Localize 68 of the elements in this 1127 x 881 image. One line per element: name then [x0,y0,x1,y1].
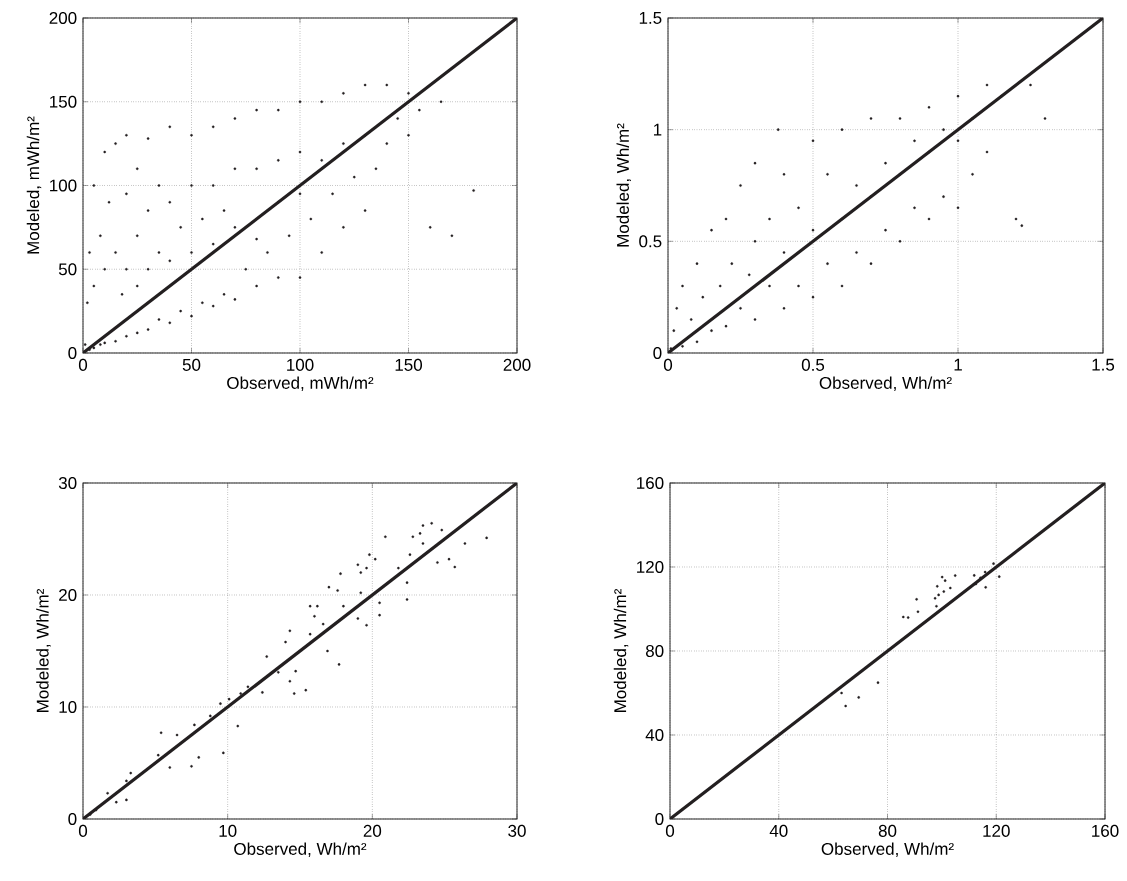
x-tick-label: 0 [78,358,88,371]
x-tick-label: 0 [665,824,675,837]
x-tick-label: 50 [182,358,201,371]
y-tick-label: 1.5 [639,12,662,24]
x-tick-label: 120 [983,824,1010,837]
x-axis-title: Observed, Wh/m² [821,842,954,857]
y-axis-title: Modeled, mWh/m² [26,116,42,254]
x-tick-label: 20 [363,824,382,837]
x-tick-label: 100 [287,358,314,371]
y-axis-title: Modeled, Wh/m² [613,589,629,712]
x-tick-label: 160 [1092,824,1119,837]
y-tick-label: 150 [50,95,77,108]
x-tick-label: 0.5 [801,358,825,371]
x-tick-label: 200 [503,358,531,371]
y-tick-label: 80 [645,644,664,658]
point [915,598,918,601]
point [933,596,937,600]
x-tick-label: 40 [769,824,788,837]
x-tick-label: 10 [219,824,237,837]
y-tick-label: 1 [653,123,662,136]
point [901,615,905,619]
y-tick-label: 20 [59,588,77,602]
x-tick-label: 0 [663,358,673,371]
x-tick-label: 30 [508,824,526,837]
x-axis-title: Observed, Wh/m² [234,842,367,857]
x-axis-title: Observed, mWh/m² [227,376,374,391]
y-tick-label: 160 [637,476,664,490]
x-tick-label: 1.5 [1092,358,1115,371]
x-tick-label: 80 [878,824,897,837]
point [972,574,976,577]
point [940,575,944,579]
y-tick-label: 0 [68,346,77,360]
y-tick-label: 0 [655,812,664,826]
y-tick-label: 0 [653,346,662,360]
point [953,574,957,577]
y-tick-label: 40 [645,728,664,742]
point [983,570,987,574]
point [949,586,952,590]
y-axis-title: Modeled, Wh/m² [616,123,631,247]
y-axis-title: Modeled, Wh/m² [36,589,51,712]
point [997,575,1001,578]
point [937,593,940,597]
point [916,610,920,614]
y-tick-label: 10 [59,700,77,714]
y-tick-label: 0.5 [639,235,662,248]
point [942,590,946,593]
y-tick-label: 100 [50,179,77,192]
y-tick-label: 0 [68,812,77,826]
x-tick-label: 1 [954,358,962,371]
point [857,696,860,699]
point [844,704,847,708]
y-tick-label: 200 [49,11,77,25]
x-axis-title: Observed, Wh/m² [819,376,952,391]
x-tick-label: 150 [395,358,423,371]
point [992,562,995,565]
y-tick-label: 120 [637,560,664,574]
y-tick-label: 30 [58,476,77,490]
point [979,576,982,580]
point [876,681,880,685]
point [840,691,843,695]
point [974,582,978,586]
point [935,604,938,608]
point [906,616,910,619]
y-tick-label: 50 [58,263,77,276]
point [943,579,947,582]
point [935,585,939,588]
point [984,586,987,589]
x-tick-label: 0 [78,824,88,837]
